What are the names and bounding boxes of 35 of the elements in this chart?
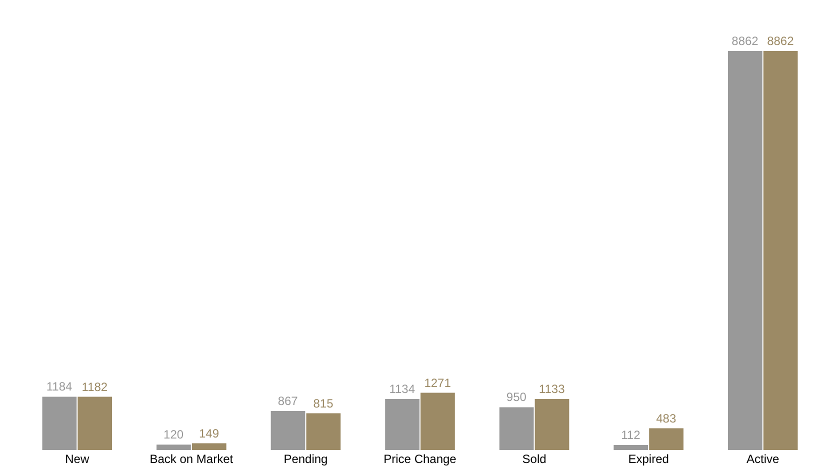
bar xyxy=(385,398,420,450)
data-label: 149 xyxy=(198,426,220,440)
x-tick-label: Expired xyxy=(628,452,669,466)
data-label: 815 xyxy=(313,396,334,410)
data-label: 1184 xyxy=(46,380,72,394)
bar xyxy=(614,444,648,450)
x-tick-label: Sold xyxy=(522,452,546,466)
data-label: 950 xyxy=(506,390,527,404)
data-label: 867 xyxy=(278,394,298,408)
bar xyxy=(192,443,226,450)
x-tick-label: New xyxy=(65,452,90,466)
bar xyxy=(420,392,455,450)
data-label: 1182 xyxy=(82,380,108,394)
data-label: 8862 xyxy=(767,34,794,48)
x-tick-label: Back on Market xyxy=(150,452,234,466)
bar xyxy=(270,410,306,450)
data-label: 112 xyxy=(621,428,641,442)
bar xyxy=(649,428,684,450)
x-tick-label: Pending xyxy=(284,452,328,466)
data-label: 8862 xyxy=(732,34,759,48)
data-label: 1133 xyxy=(538,382,566,396)
bar xyxy=(156,444,191,450)
data-label: 120 xyxy=(164,428,184,442)
bar xyxy=(728,51,762,450)
data-label: 1271 xyxy=(424,376,452,390)
x-tick-label: Active xyxy=(746,452,780,466)
data-label: 483 xyxy=(656,411,676,426)
bar xyxy=(78,396,112,450)
bar xyxy=(534,398,570,450)
bar xyxy=(499,407,534,450)
data-label: 1134 xyxy=(389,382,416,396)
bar xyxy=(306,413,341,450)
bar xyxy=(42,396,77,450)
x-tick-label: Price Change xyxy=(384,452,457,466)
bar xyxy=(763,51,798,450)
